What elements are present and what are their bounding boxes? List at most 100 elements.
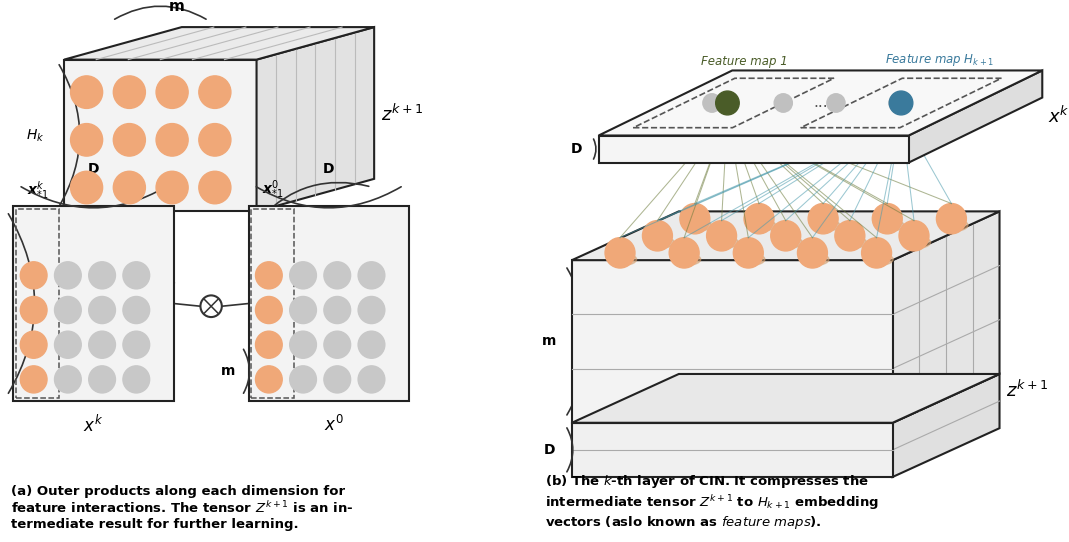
Polygon shape	[909, 70, 1042, 163]
Circle shape	[358, 331, 385, 358]
Ellipse shape	[685, 220, 712, 231]
Ellipse shape	[206, 187, 229, 198]
Circle shape	[255, 296, 282, 324]
Ellipse shape	[120, 139, 143, 150]
Circle shape	[771, 221, 801, 251]
Circle shape	[55, 366, 81, 393]
Circle shape	[872, 203, 902, 234]
Ellipse shape	[738, 254, 764, 265]
Ellipse shape	[802, 254, 830, 265]
Circle shape	[707, 221, 737, 251]
Polygon shape	[257, 27, 374, 211]
Text: $H_k$: $H_k$	[728, 398, 747, 415]
Circle shape	[199, 171, 231, 204]
Text: D: D	[323, 162, 335, 176]
Circle shape	[358, 262, 385, 289]
Ellipse shape	[77, 92, 100, 102]
Polygon shape	[64, 27, 374, 60]
Text: $z^{k+1}$: $z^{k+1}$	[1006, 379, 1048, 401]
Polygon shape	[248, 206, 409, 401]
Circle shape	[113, 171, 145, 204]
Circle shape	[290, 296, 316, 324]
Text: Feature map 1: Feature map 1	[701, 55, 788, 68]
Circle shape	[20, 262, 47, 289]
Polygon shape	[572, 260, 893, 423]
Circle shape	[123, 331, 150, 358]
Circle shape	[55, 331, 81, 358]
Ellipse shape	[648, 236, 675, 248]
Polygon shape	[572, 423, 893, 477]
Circle shape	[71, 171, 103, 204]
Ellipse shape	[609, 254, 636, 265]
Circle shape	[20, 366, 47, 393]
Ellipse shape	[162, 92, 187, 102]
Circle shape	[113, 76, 145, 108]
Text: $x^{k+1}$: $x^{k+1}$	[1048, 106, 1069, 127]
Circle shape	[680, 203, 710, 234]
Circle shape	[889, 91, 913, 115]
Ellipse shape	[776, 236, 802, 248]
Ellipse shape	[206, 92, 229, 102]
Circle shape	[255, 366, 282, 393]
Circle shape	[71, 76, 103, 108]
Text: Feature map $H_{k+1}$: Feature map $H_{k+1}$	[885, 51, 994, 68]
Circle shape	[89, 331, 115, 358]
Circle shape	[642, 221, 672, 251]
Circle shape	[358, 366, 385, 393]
Ellipse shape	[120, 92, 143, 102]
Circle shape	[324, 296, 351, 324]
Text: (b) The $k$-th layer of CIN. It compresses the
intermediate tensor $Z^{k+1}$ to : (b) The $k$-th layer of CIN. It compress…	[545, 473, 880, 531]
Circle shape	[156, 124, 188, 156]
Circle shape	[55, 262, 81, 289]
Circle shape	[199, 124, 231, 156]
Circle shape	[123, 366, 150, 393]
Circle shape	[716, 91, 740, 115]
Polygon shape	[599, 70, 1042, 136]
Circle shape	[797, 237, 827, 268]
Circle shape	[89, 262, 115, 289]
Circle shape	[862, 237, 892, 268]
Ellipse shape	[162, 187, 187, 198]
Circle shape	[199, 76, 231, 108]
Text: m: m	[169, 0, 184, 14]
Circle shape	[290, 262, 316, 289]
Polygon shape	[599, 136, 909, 163]
Circle shape	[605, 237, 635, 268]
Circle shape	[201, 295, 222, 317]
Circle shape	[71, 124, 103, 156]
Text: D: D	[544, 443, 555, 457]
Text: m: m	[221, 364, 235, 378]
Ellipse shape	[904, 236, 930, 248]
Circle shape	[113, 124, 145, 156]
Polygon shape	[572, 374, 1000, 423]
Ellipse shape	[867, 254, 894, 265]
Ellipse shape	[77, 139, 100, 150]
Text: $x^0$: $x^0$	[324, 415, 344, 435]
Circle shape	[669, 237, 699, 268]
Circle shape	[20, 296, 47, 324]
Ellipse shape	[675, 254, 701, 265]
Circle shape	[835, 221, 865, 251]
Ellipse shape	[162, 139, 187, 150]
Text: $H_k$: $H_k$	[26, 127, 44, 144]
Circle shape	[889, 94, 907, 112]
Circle shape	[123, 262, 150, 289]
Ellipse shape	[814, 220, 840, 231]
Ellipse shape	[942, 220, 969, 231]
Polygon shape	[64, 60, 257, 211]
Text: D: D	[571, 142, 582, 156]
Text: D: D	[88, 162, 99, 176]
Circle shape	[255, 331, 282, 358]
Circle shape	[358, 296, 385, 324]
Circle shape	[744, 203, 774, 234]
Circle shape	[827, 94, 846, 112]
Text: m: m	[542, 334, 557, 349]
Circle shape	[290, 366, 316, 393]
Circle shape	[733, 237, 763, 268]
Polygon shape	[893, 211, 1000, 423]
Text: $\boldsymbol{x}_{*1}^0$: $\boldsymbol{x}_{*1}^0$	[262, 178, 283, 201]
Text: ...: ...	[814, 95, 827, 111]
Circle shape	[89, 296, 115, 324]
Circle shape	[808, 203, 838, 234]
Circle shape	[324, 262, 351, 289]
